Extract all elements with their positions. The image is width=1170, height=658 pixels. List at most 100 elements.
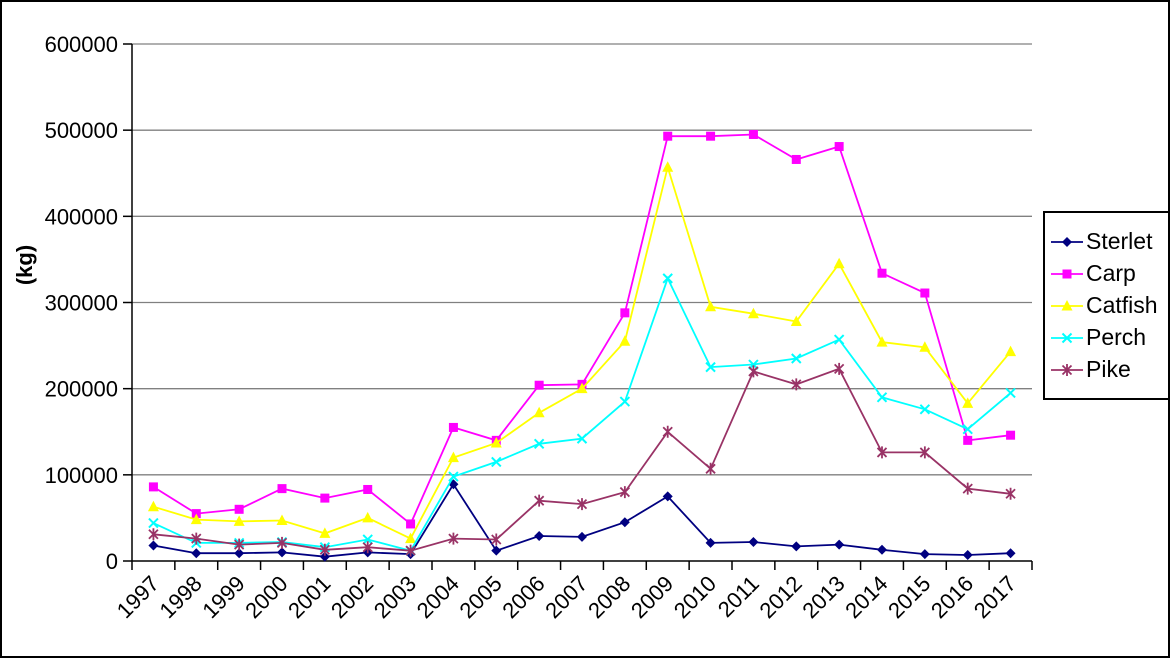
legend-label-pike: Pike: [1086, 356, 1131, 382]
marker-square: [920, 288, 930, 298]
x-tick-label-1998: 1998: [155, 571, 207, 623]
x-tick-label-2006: 2006: [497, 571, 549, 623]
marker-diamond: [662, 491, 673, 502]
marker-asterisk: [319, 543, 330, 556]
legend-label-catfish: Catfish: [1086, 292, 1158, 318]
marker-square: [663, 131, 673, 141]
x-tick-label-1999: 1999: [197, 571, 249, 623]
y-tick-label-100000: 100000: [45, 463, 118, 488]
marker-triangle: [919, 341, 931, 352]
marker-x: [662, 273, 673, 284]
legend-marker-pike-icon: [1051, 363, 1083, 376]
marker-square: [363, 484, 373, 494]
marker-x: [919, 404, 931, 415]
marker-triangle: [576, 382, 588, 394]
x-tick-label-2015: 2015: [883, 571, 935, 623]
marker-triangle: [619, 335, 631, 346]
marker-diamond: [619, 517, 630, 528]
marker-x: [962, 423, 973, 435]
marker-diamond: [962, 549, 973, 560]
marker-square: [448, 422, 458, 432]
marker-square: [277, 484, 287, 494]
y-tick-label-600000: 600000: [45, 32, 118, 57]
marker-triangle: [662, 161, 674, 172]
marker-x: [791, 353, 802, 364]
legend-item-catfish: Catfish: [1049, 294, 1165, 317]
legend-marker-catfish-icon: [1051, 299, 1083, 310]
marker-triangle: [1005, 345, 1017, 357]
marker-x: [533, 438, 545, 450]
legend-item-sterlet: Sterlet: [1049, 230, 1165, 253]
y-tick-label-0: 0: [106, 549, 118, 574]
marker-triangle: [405, 532, 417, 544]
x-tick-label-2010: 2010: [669, 571, 721, 623]
series-line-catfish: [153, 163, 1012, 540]
x-tick-label-2017: 2017: [969, 571, 1021, 623]
marker-diamond: [748, 537, 759, 548]
marker-square: [877, 268, 887, 278]
marker-triangle: [276, 514, 288, 526]
marker-asterisk: [834, 362, 845, 375]
marker-x: [619, 396, 631, 407]
x-tick-label-2003: 2003: [369, 571, 421, 623]
marker-x: [448, 471, 459, 482]
marker-square: [620, 308, 630, 318]
y-tick-label-200000: 200000: [45, 377, 118, 402]
marker-square: [834, 142, 844, 152]
x-tick-label-2009: 2009: [626, 571, 678, 623]
marker-square: [706, 131, 716, 141]
marker-asterisk: [962, 482, 973, 495]
y-axis-title: (kg): [12, 245, 37, 285]
marker-triangle: [790, 315, 802, 326]
x-tick-label-2007: 2007: [540, 571, 592, 623]
x-tick-label-2016: 2016: [926, 571, 978, 623]
series-line-carp: [152, 133, 1011, 526]
marker-asterisk: [362, 541, 373, 554]
marker-square: [1006, 430, 1016, 440]
marker-diamond: [1005, 548, 1016, 559]
marker-asterisk: [576, 498, 588, 511]
marker-diamond: [834, 539, 845, 550]
marker-x: [1005, 387, 1016, 399]
marker-asterisk: [1005, 487, 1016, 500]
marker-asterisk: [234, 538, 245, 551]
marker-square: [748, 129, 758, 139]
marker-diamond: [877, 544, 887, 555]
marker-triangle: [962, 397, 974, 408]
marker-asterisk: [748, 365, 759, 378]
marker-x: [576, 433, 588, 444]
marker-triangle: [705, 300, 717, 312]
marker-triangle: [876, 336, 888, 347]
y-tick-label-300000: 300000: [45, 291, 118, 316]
marker-asterisk: [791, 378, 802, 391]
marker-square: [234, 504, 244, 514]
marker-diamond: [919, 549, 930, 560]
marker-asterisk: [619, 486, 630, 499]
legend-marker-perch-icon: [1051, 332, 1083, 343]
marker-x: [705, 361, 716, 373]
marker-asterisk: [662, 425, 673, 438]
marker-asterisk: [448, 532, 459, 545]
legend-marker-sterlet-icon: [1051, 236, 1083, 247]
marker-diamond: [234, 548, 245, 559]
marker-diamond: [491, 545, 502, 556]
x-tick-label-2011: 2011: [713, 571, 764, 622]
marker-square: [534, 380, 544, 390]
x-tick-label-2005: 2005: [455, 571, 507, 623]
marker-asterisk: [534, 494, 545, 507]
y-tick-label-500000: 500000: [45, 118, 118, 143]
marker-asterisk: [876, 446, 888, 459]
legend-item-pike: Pike: [1049, 358, 1165, 381]
marker-asterisk: [405, 544, 416, 557]
marker-diamond: [705, 537, 716, 548]
x-tick-label-2008: 2008: [583, 571, 635, 623]
marker-square: [148, 482, 158, 492]
marker-square: [191, 509, 201, 519]
marker-triangle: [147, 500, 159, 512]
marker-triangle: [447, 451, 459, 463]
marker-triangle: [233, 515, 245, 526]
legend: Sterlet Carp Catfish Perch Pike: [1043, 211, 1168, 400]
marker-diamond: [577, 531, 587, 542]
